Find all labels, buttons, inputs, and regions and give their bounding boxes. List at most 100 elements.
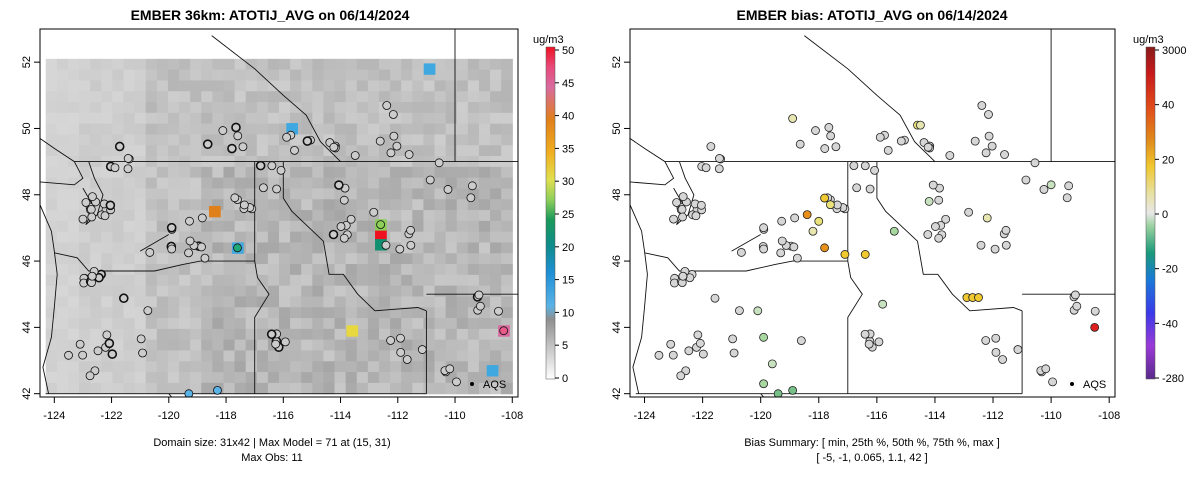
right-colorbar-tick-label: 20 [1162,154,1174,166]
bias-point [795,139,805,149]
heatmap-cell [167,123,180,136]
heatmap-cell [101,296,113,308]
heatmap-cell [367,242,380,254]
heatmap-cell [112,177,125,190]
heatmap-cell [234,210,247,222]
right-colorbar-tick-label: -280 [1162,373,1184,385]
left-colorbar-tick-label: 0 [562,373,568,385]
heatmap-cell [501,112,513,125]
heatmap-cell [256,58,269,71]
heatmap-cell [301,123,313,136]
heatmap-cell [123,350,136,362]
heatmap-cell [490,177,502,190]
heatmap-cell [345,123,358,136]
heatmap-cell [367,307,380,319]
left-colorbar-tick-label: 40 [562,111,574,123]
heatmap-cell [90,220,102,233]
heatmap-cell [101,350,113,362]
heatmap-cell [79,253,91,265]
heatmap-cell [390,69,402,82]
heatmap-cell [112,361,125,373]
left-colorbar-tick-label: 25 [562,209,574,221]
heatmap-cell [145,296,158,308]
heatmap-cell [490,199,502,211]
heatmap-cell [301,328,313,341]
heatmap-cell [190,58,202,71]
heatmap-cell [356,91,369,103]
left-axes: -124 -122 -120 -118 -116 -114 -112 -110 -108 42 44… [21,56,523,422]
heatmap-cell [256,296,269,308]
heatmap-cell [501,69,513,82]
heatmap-cell [67,177,80,190]
heatmap-cell [123,296,136,308]
heatmap-cell [67,58,80,71]
heatmap-cell [145,339,158,352]
right-x-tick-label: -114 [924,410,945,422]
heatmap-cell [112,274,125,287]
heatmap-cell [345,361,358,373]
heatmap-cell [279,372,291,384]
heatmap-cell [79,166,91,179]
heatmap-cell [367,188,380,200]
heatmap-cell [90,350,102,362]
heatmap-cell [478,210,491,222]
heatmap-cell [356,166,369,179]
heatmap-cell [234,80,247,92]
heatmap-cell [412,210,425,222]
heatmap-cell [67,307,80,319]
heatmap-cell [412,80,425,92]
heatmap-cell [345,285,358,298]
left-x-tick-label: -116 [273,410,294,422]
heatmap-cell [112,102,125,114]
heatmap-cell [101,177,113,190]
heatmap-cell [378,253,391,265]
bias-point [941,214,951,224]
heatmap-cell [90,58,102,71]
heatmap-cell [445,285,458,298]
heatmap-cell [334,361,347,373]
bias-point [693,330,703,340]
heatmap-cell [212,69,225,82]
heatmap-cell [256,264,269,276]
heatmap-cell [90,145,102,157]
heatmap-cell [167,264,180,276]
heatmap-cell [390,177,402,190]
heatmap-cell [123,231,136,244]
heatmap-cell [112,58,125,71]
heatmap-cell [279,242,291,254]
border-line [731,234,761,252]
heatmap-cell [234,307,247,319]
observation-point-highlight [213,385,222,395]
heatmap-cell [212,253,225,265]
heatmap-cell [90,102,102,114]
heatmap-cell [301,350,313,362]
heatmap-cell [145,350,158,362]
heatmap-cell [267,199,280,211]
heatmap-cell [467,350,480,362]
bias-point-colored [820,193,829,203]
observation-point [272,184,282,194]
heatmap-cell [323,199,336,211]
left-observation-points [64,101,509,397]
heatmap-cell [367,58,380,71]
heatmap-cell [334,123,347,136]
heatmap-cell [45,166,58,179]
bias-point [1013,345,1023,354]
heatmap-cell [290,69,302,82]
heatmap-cell [123,177,136,190]
heatmap-cell [412,361,425,373]
heatmap-cell [190,307,202,319]
heatmap-cell [145,285,158,298]
heatmap-cell [56,264,69,276]
bias-point [759,244,769,254]
bias-point [970,136,980,146]
heatmap-cell [179,112,191,125]
heatmap-cell [179,220,191,233]
heatmap-cell [112,382,125,395]
bias-point [714,164,724,174]
heatmap-cell [156,382,169,395]
heatmap-cell [301,296,313,308]
heatmap-cell [156,112,169,125]
bias-point [710,293,720,303]
heatmap-cell [301,199,313,211]
